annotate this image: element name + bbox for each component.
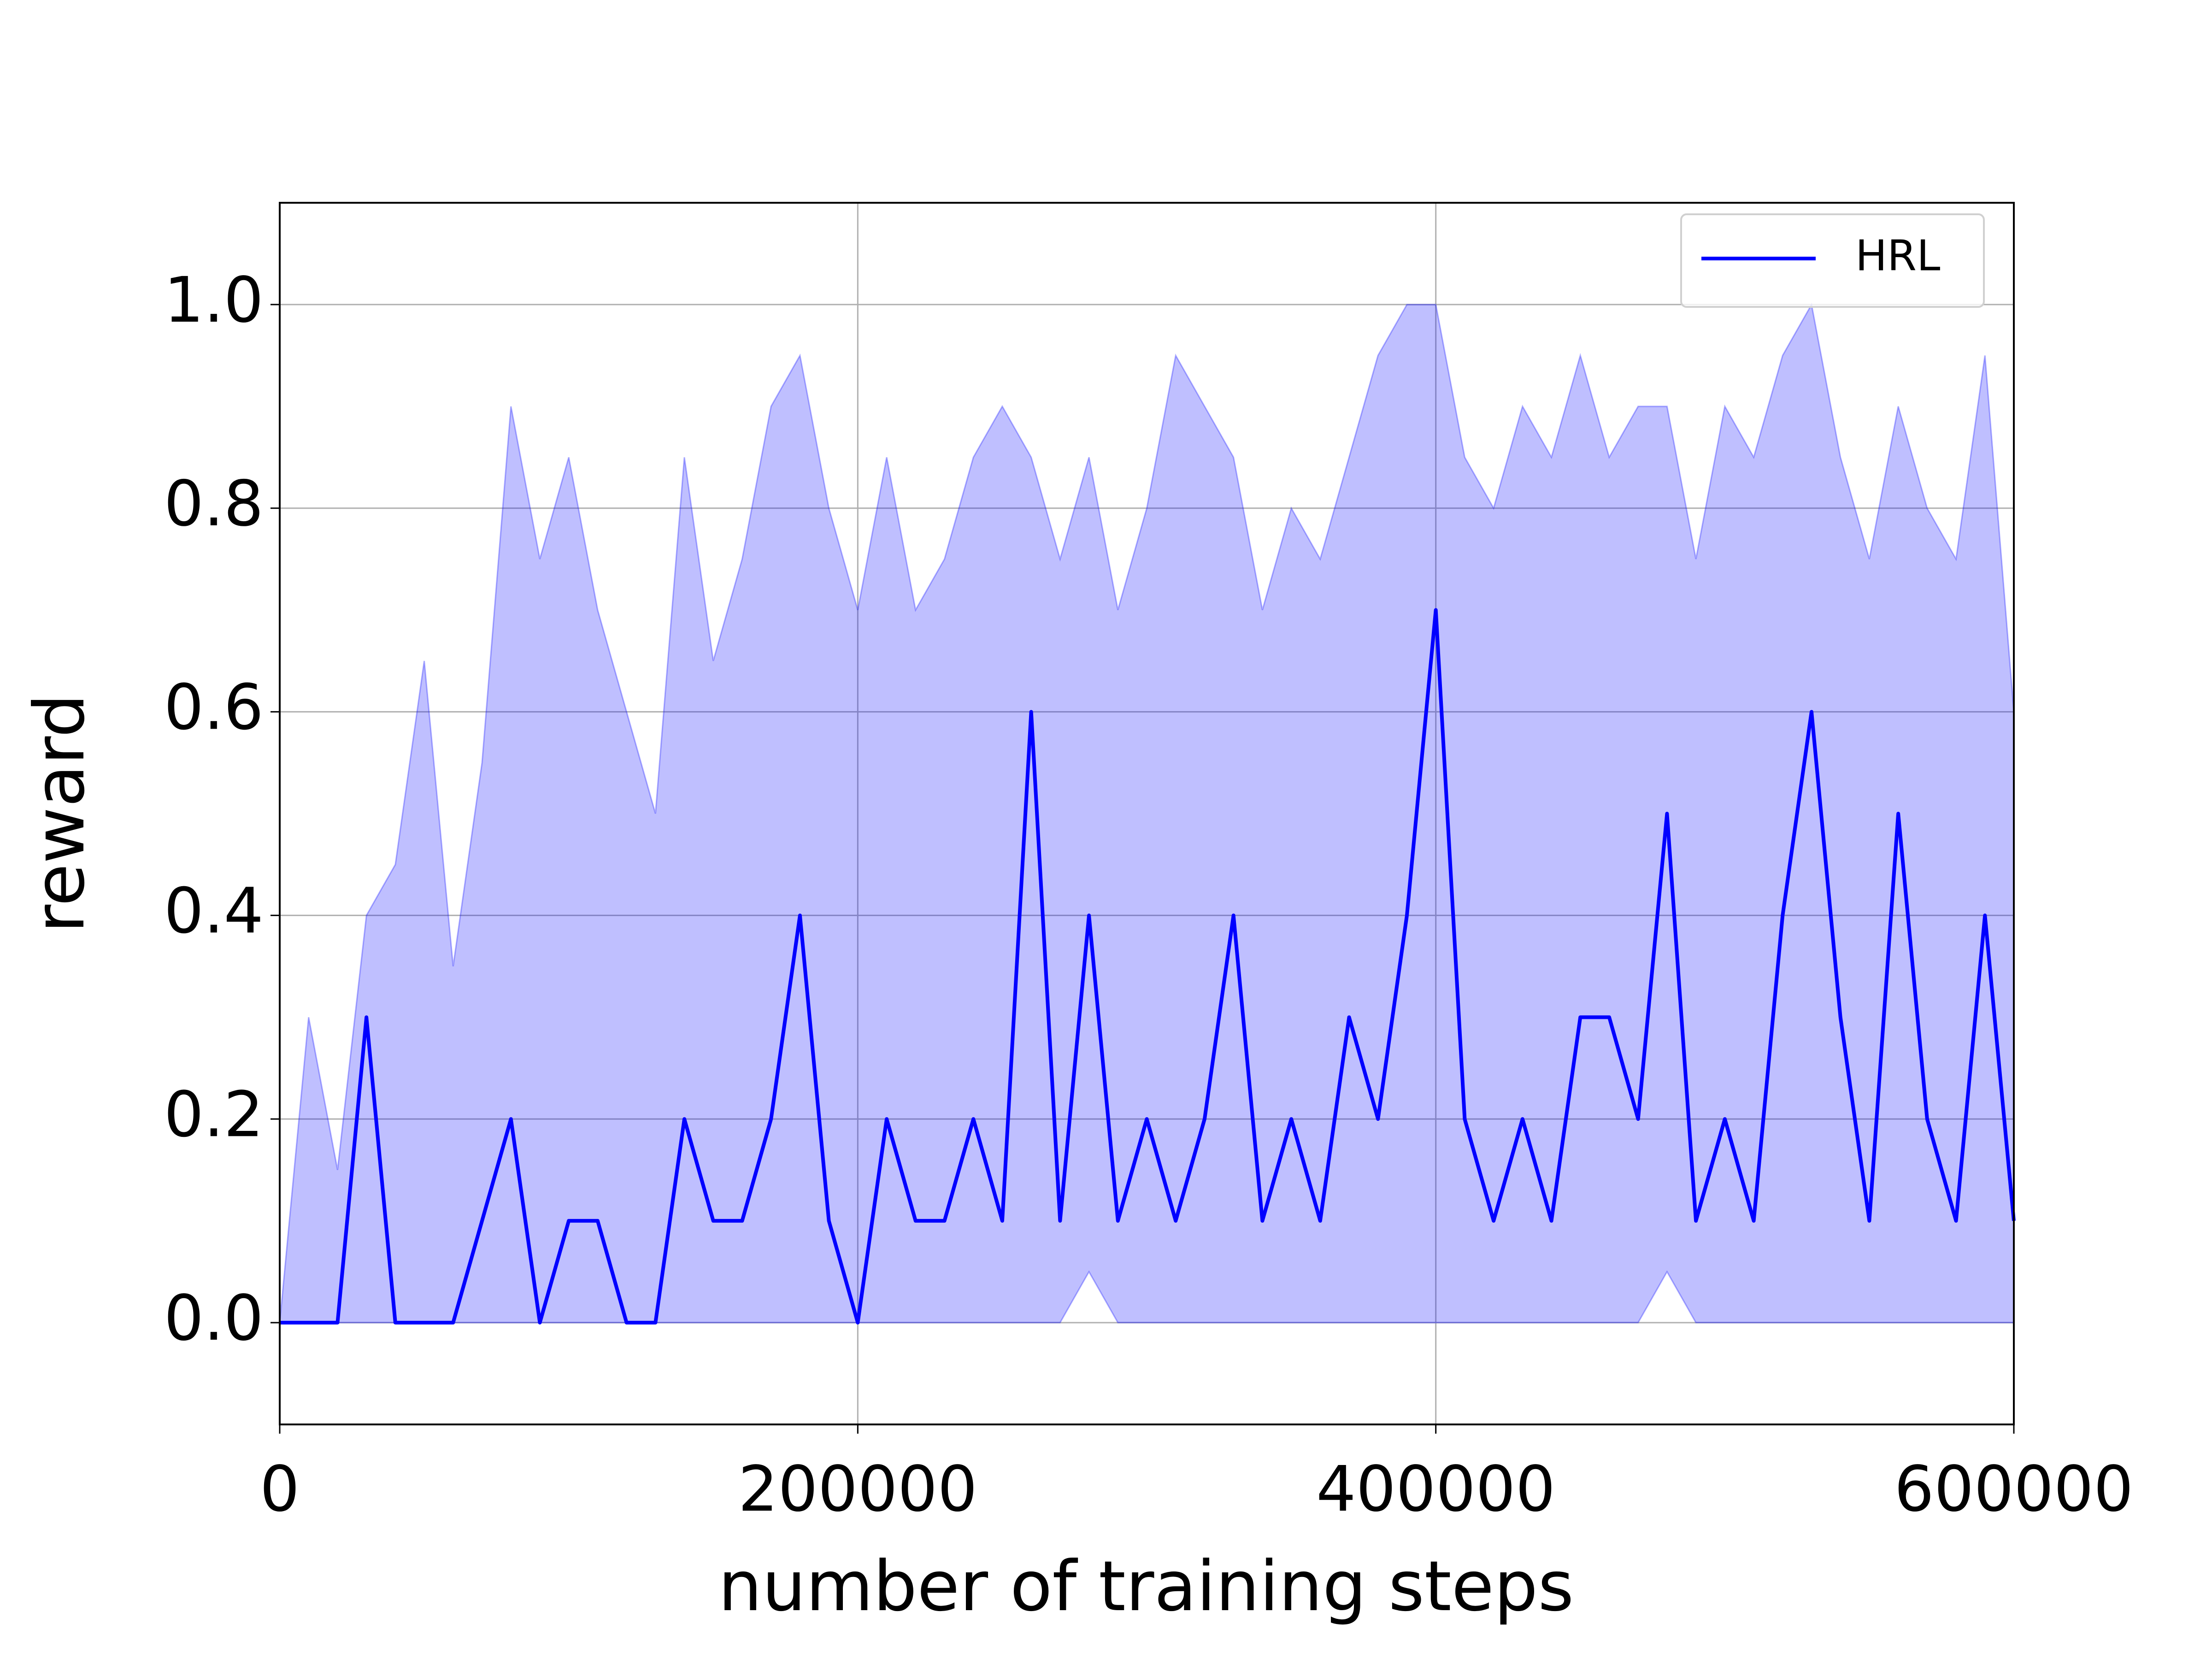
legend: HRL [1680,213,1985,308]
line [280,608,2016,1325]
x-tick-label: 0 [260,1453,300,1526]
legend-box [1680,213,1985,308]
x-tick-label: 400000 [1316,1453,1555,1526]
x-axis-label: number of training steps [718,1547,1574,1627]
y-tick-label: 0.4 [164,875,264,948]
plot-frame [279,202,2015,1425]
y-tick-label: 0.0 [164,1282,264,1355]
y-axis-label: reward [20,694,100,933]
y-tick-label: 1.0 [164,264,264,337]
y-tick-label: 0.2 [164,1078,264,1151]
x-tick-label: 600000 [1894,1453,2133,1526]
legend-label: HRL [1855,231,1940,280]
band [279,302,2015,1324]
y-tick-label: 0.8 [164,468,264,541]
y-tick-label: 0.6 [164,671,264,744]
x-tick-label: 200000 [738,1453,977,1526]
